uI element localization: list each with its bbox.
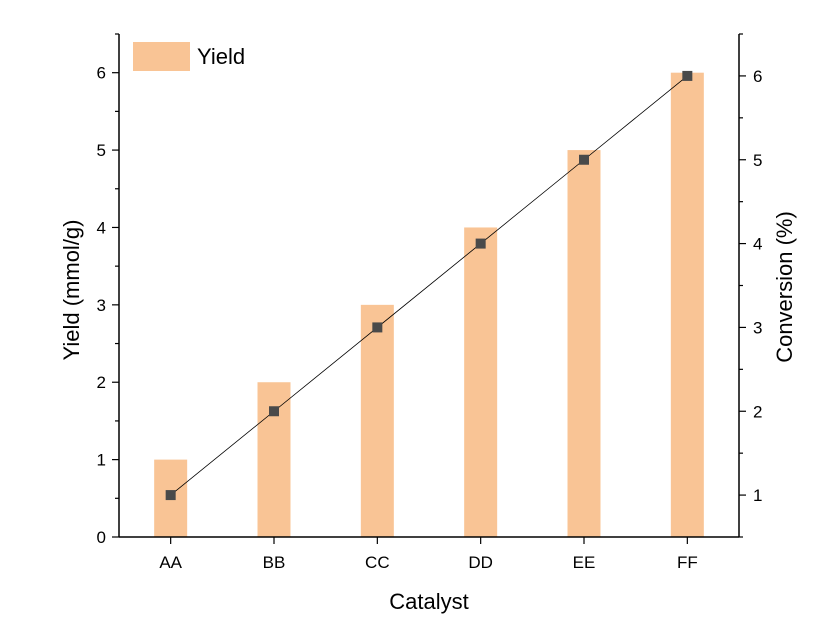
y-left-tick-label: 5 <box>97 141 106 160</box>
legend-label-yield: Yield <box>197 44 245 69</box>
y-right-tick-label: 3 <box>753 318 762 337</box>
x-axis-title: Catalyst <box>389 589 468 614</box>
y-left-tick-label: 4 <box>97 218 106 237</box>
conversion-marker-aa <box>165 490 176 501</box>
x-tick-label-cc: CC <box>365 553 390 572</box>
y-axis-right-title: Conversion (%) <box>772 211 797 363</box>
bar-dd <box>464 227 498 537</box>
y-left-tick-label: 2 <box>97 373 106 392</box>
bars-layer <box>154 72 704 538</box>
x-tick-label-aa: AA <box>159 553 182 572</box>
conversion-marker-dd <box>475 238 486 249</box>
ticks-layer: 0 1 2 3 4 5 6 1 2 3 4 5 6 AA BB CC DD EE FF <box>97 33 762 572</box>
y-right-tick-label: 6 <box>753 67 762 86</box>
conversion-marker-ff <box>682 70 693 81</box>
conversion-marker-cc <box>372 322 383 333</box>
conversion-marker-ee <box>579 154 589 165</box>
bar-ff <box>670 72 704 537</box>
y-right-tick-label: 1 <box>753 486 762 505</box>
legend-swatch-yield <box>133 42 190 71</box>
y-right-tick-label: 2 <box>753 402 762 421</box>
conversion-marker-bb <box>269 406 279 417</box>
y-left-tick-label: 0 <box>97 528 106 547</box>
x-tick-label-ee: EE <box>573 553 596 572</box>
legend: Yield <box>133 42 245 71</box>
bar-ee <box>567 150 601 538</box>
y-left-tick-label: 1 <box>97 451 106 470</box>
conversion-line <box>170 75 688 496</box>
bar-bb <box>257 382 291 537</box>
y-axis-left-title: Yield (mmol/g) <box>59 220 84 361</box>
y-left-tick-label: 6 <box>97 64 106 83</box>
x-tick-label-dd: DD <box>468 553 493 572</box>
y-right-tick-label: 5 <box>753 151 762 170</box>
y-left-tick-label: 3 <box>97 296 106 315</box>
x-tick-label-bb: BB <box>263 553 286 572</box>
line-layer <box>165 70 693 501</box>
bar-cc <box>360 304 394 537</box>
x-tick-label-ff: FF <box>677 553 698 572</box>
y-right-tick-label: 4 <box>753 235 762 254</box>
